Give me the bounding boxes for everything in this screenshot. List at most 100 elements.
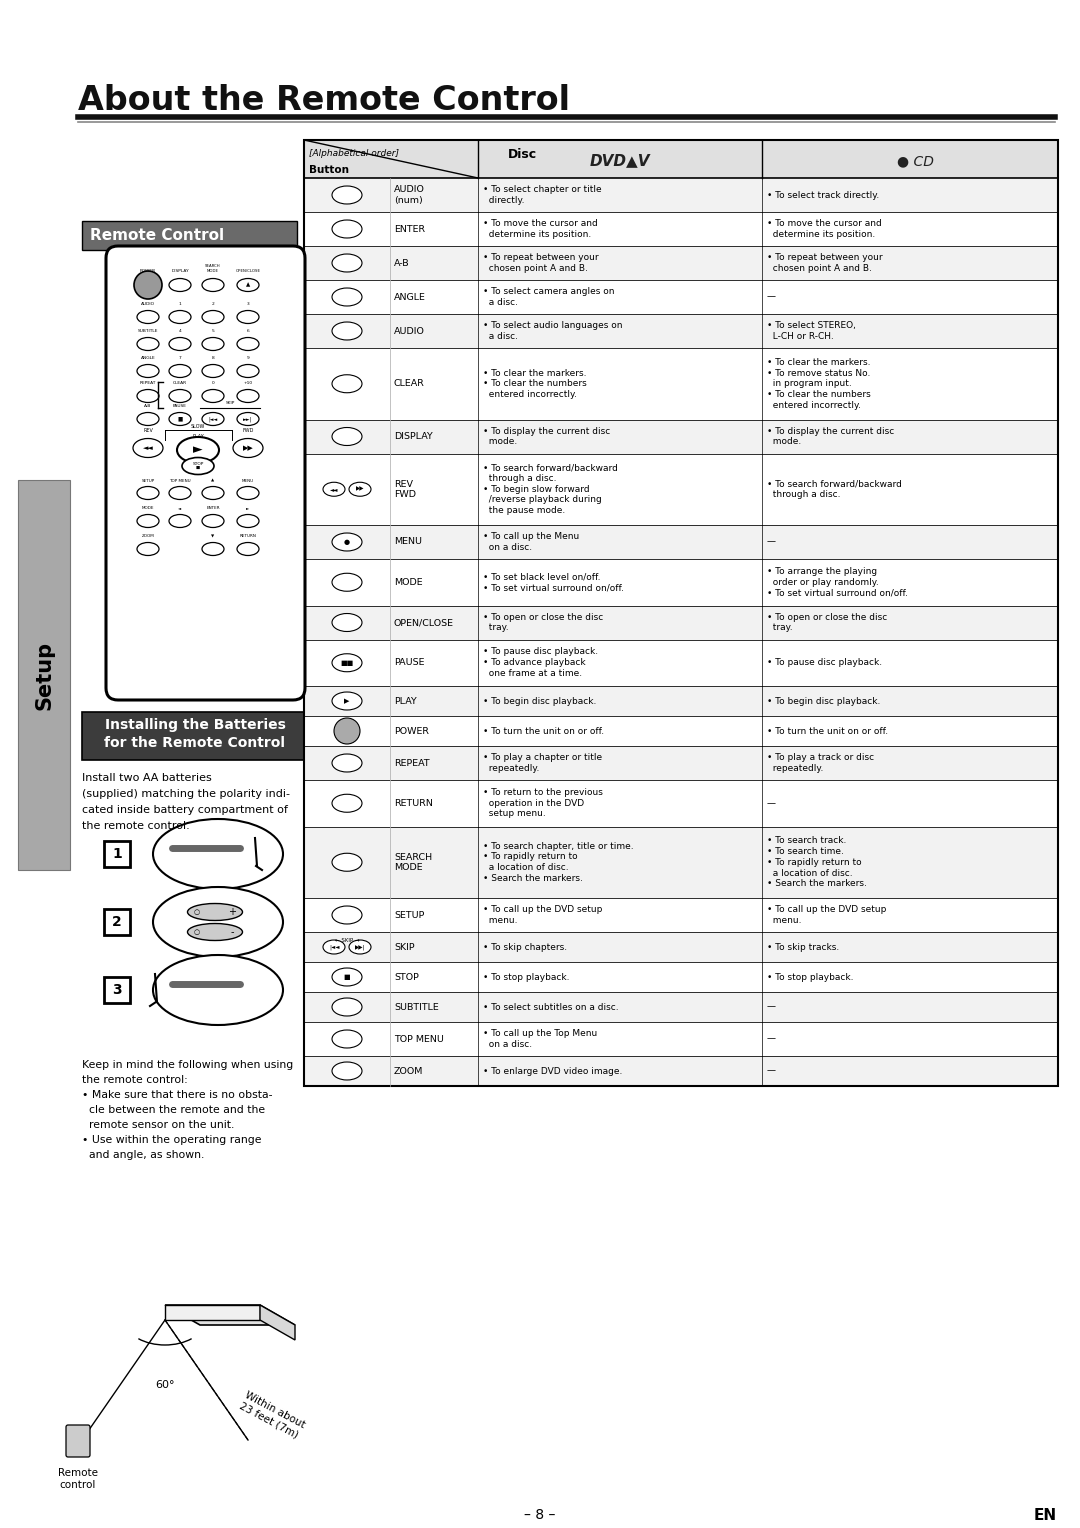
Text: FWD: FWD [242, 428, 254, 432]
Text: SETUP: SETUP [394, 911, 424, 920]
Text: • To stop playback.: • To stop playback. [483, 972, 569, 981]
Ellipse shape [332, 322, 362, 341]
Text: • To call up the DVD setup
  menu.: • To call up the DVD setup menu. [483, 905, 603, 924]
Ellipse shape [168, 486, 191, 500]
Bar [303, 141, 1058, 1086]
Text: • To select STEREO,
  L-CH or R-CH.: • To select STEREO, L-CH or R-CH. [767, 321, 855, 341]
Text: SUBTITLE: SUBTITLE [138, 329, 159, 333]
Bar [303, 963, 1058, 992]
Bar [82, 222, 297, 251]
Ellipse shape [332, 998, 362, 1016]
Ellipse shape [332, 906, 362, 924]
Ellipse shape [133, 439, 163, 457]
Bar [303, 898, 1058, 932]
Text: REPEAT: REPEAT [394, 758, 430, 767]
FancyBboxPatch shape [104, 976, 130, 1002]
Text: • To set black level on/off.
• To set virtual surround on/off.: • To set black level on/off. • To set vi… [483, 573, 624, 593]
Text: • To move the cursor and
  determine its position.: • To move the cursor and determine its p… [483, 219, 597, 238]
Text: SETUP: SETUP [141, 478, 154, 483]
Text: • To play a chapter or title
  repeatedly.: • To play a chapter or title repeatedly. [483, 753, 603, 773]
Text: • Make sure that there is no obsta-: • Make sure that there is no obsta- [82, 1089, 272, 1100]
Text: Disc: Disc [508, 148, 537, 160]
Text: 4: 4 [178, 329, 181, 333]
Ellipse shape [202, 413, 224, 425]
Text: ○: ○ [194, 929, 200, 935]
Ellipse shape [332, 753, 362, 772]
Ellipse shape [332, 654, 362, 672]
Ellipse shape [332, 853, 362, 871]
Text: ○: ○ [194, 909, 200, 915]
Ellipse shape [137, 310, 159, 324]
Ellipse shape [202, 278, 224, 292]
Ellipse shape [237, 278, 259, 292]
Text: • To call up the Menu
  on a disc.: • To call up the Menu on a disc. [483, 532, 579, 552]
Text: +10: +10 [243, 380, 253, 385]
Text: the remote control.: the remote control. [82, 821, 190, 831]
Text: • To open or close the disc
  tray.: • To open or close the disc tray. [483, 613, 604, 633]
Ellipse shape [323, 483, 345, 497]
Text: SUBTITLE: SUBTITLE [394, 1002, 438, 1012]
Text: • To pause disc playback.
• To advance playback
  one frame at a time.: • To pause disc playback. • To advance p… [483, 648, 598, 678]
Ellipse shape [237, 390, 259, 402]
Ellipse shape [137, 486, 159, 500]
Text: • To select camera angles on
  a disc.: • To select camera angles on a disc. [483, 287, 615, 307]
Text: OPEN/CLOSE: OPEN/CLOSE [394, 617, 454, 626]
Ellipse shape [332, 969, 362, 986]
Text: • To turn the unit on or off.: • To turn the unit on or off. [483, 726, 604, 735]
Text: Installing the Batteries
for the Remote Control: Installing the Batteries for the Remote … [105, 718, 285, 750]
Bar [303, 141, 1058, 177]
Text: OPEN/CLOSE: OPEN/CLOSE [235, 269, 260, 274]
Text: CLEAR: CLEAR [173, 380, 187, 385]
Ellipse shape [332, 287, 362, 306]
Bar [303, 348, 1058, 420]
Text: 9: 9 [246, 356, 249, 361]
Text: ▶▶: ▶▶ [355, 487, 364, 492]
Text: ENTER: ENTER [394, 225, 426, 234]
Text: • To call up the DVD setup
  menu.: • To call up the DVD setup menu. [767, 905, 887, 924]
Text: ▶▶: ▶▶ [243, 445, 254, 451]
Text: • To open or close the disc
  tray.: • To open or close the disc tray. [767, 613, 888, 633]
Ellipse shape [168, 278, 191, 292]
Text: 1: 1 [112, 847, 122, 860]
Text: ▲: ▲ [246, 283, 251, 287]
Text: RETURN: RETURN [240, 533, 256, 538]
Ellipse shape [332, 220, 362, 238]
Text: STOP: STOP [394, 972, 419, 981]
Text: ANGLE: ANGLE [394, 292, 426, 301]
Ellipse shape [332, 428, 362, 446]
Text: Install two AA batteries: Install two AA batteries [82, 773, 212, 782]
Text: MODE: MODE [141, 506, 154, 510]
Text: (supplied) matching the polarity indi-: (supplied) matching the polarity indi- [82, 788, 291, 799]
Text: About the Remote Control: About the Remote Control [78, 84, 570, 116]
Circle shape [334, 718, 360, 744]
Text: TOP MENU: TOP MENU [170, 478, 191, 483]
Text: and angle, as shown.: and angle, as shown. [82, 1151, 204, 1160]
Ellipse shape [202, 515, 224, 527]
Text: —: — [767, 1002, 777, 1012]
Text: SKIP: SKIP [226, 400, 234, 405]
Bar [303, 932, 1058, 963]
Text: ◄: ◄ [178, 506, 181, 510]
Text: RETURN: RETURN [394, 799, 433, 808]
Polygon shape [260, 1305, 295, 1340]
Text: • To stop playback.: • To stop playback. [767, 972, 853, 981]
Ellipse shape [349, 483, 372, 497]
Polygon shape [165, 1305, 295, 1325]
Text: ■■: ■■ [340, 660, 353, 666]
Text: ►: ► [193, 443, 203, 457]
Text: AUDIO: AUDIO [394, 327, 424, 336]
Bar [18, 480, 70, 869]
Text: 3: 3 [112, 983, 122, 996]
FancyBboxPatch shape [104, 840, 130, 866]
Text: • To search forward/backward
  through a disc.
• To begin slow forward
  /revers: • To search forward/backward through a d… [483, 463, 618, 515]
Text: • Use within the operating range: • Use within the operating range [82, 1135, 261, 1144]
Bar [303, 212, 1058, 246]
Ellipse shape [202, 365, 224, 377]
Text: • To turn the unit on or off.: • To turn the unit on or off. [767, 726, 888, 735]
Text: ►►|: ►►| [243, 416, 253, 422]
Text: • To clear the markers.
• To clear the numbers
  entered incorrectly.: • To clear the markers. • To clear the n… [483, 368, 586, 399]
Text: |◄◄: |◄◄ [328, 944, 339, 950]
Ellipse shape [202, 338, 224, 350]
Ellipse shape [332, 795, 362, 813]
Ellipse shape [168, 390, 191, 402]
